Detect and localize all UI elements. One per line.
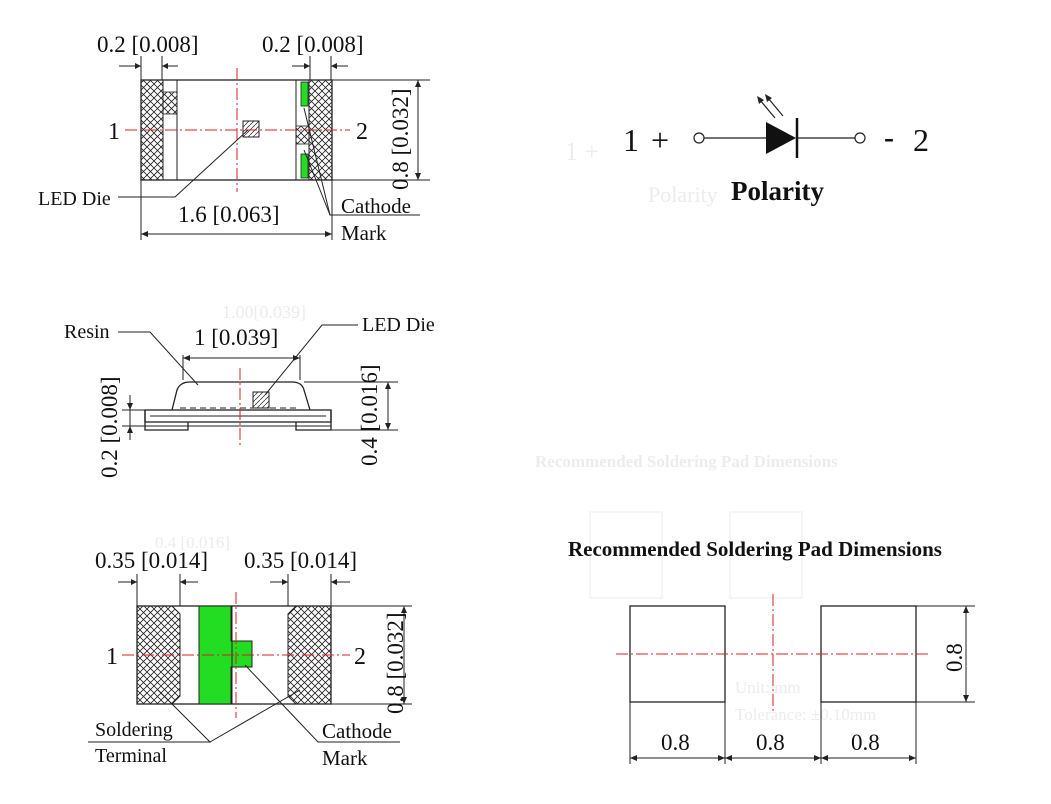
svg-text:Tolerance: ±0.10mm: Tolerance: ±0.10mm xyxy=(735,705,876,724)
top-dim-width: 1.6 [0.063] xyxy=(178,202,280,227)
bottom-pin2: 2 xyxy=(354,644,366,670)
bottom-view: 0.35 [0.014] 0.35 [0.014] 1 2 0.8 [0.032… xyxy=(88,548,412,770)
top-pin2: 2 xyxy=(356,119,368,145)
light-emission-icon xyxy=(757,94,784,119)
bottom-dim-left: 0.35 [0.014] xyxy=(95,548,208,573)
pad-dim-1: 0.8 xyxy=(661,730,690,755)
top-label-led-die: LED Die xyxy=(38,188,111,210)
polarity-pin2: 2 xyxy=(913,122,929,158)
polarity-pin1: 1 xyxy=(623,122,639,158)
pad-dim-2: 0.8 xyxy=(756,730,785,755)
top-label-cathode: Cathode xyxy=(341,194,411,218)
svg-text:Polarity: Polarity xyxy=(648,182,718,207)
bottom-label-mark: Mark xyxy=(322,746,368,770)
svg-text:1.00[0.039]: 1.00[0.039] xyxy=(222,302,306,322)
top-pin1: 1 xyxy=(108,119,120,145)
top-dim-height: 0.8 [0.032] xyxy=(388,88,413,190)
top-label-mark: Mark xyxy=(341,221,387,245)
pad-title: Recommended Soldering Pad Dimensions xyxy=(568,537,942,561)
side-label-led-die: LED Die xyxy=(362,314,435,336)
side-label-resin: Resin xyxy=(64,321,110,343)
bottom-label-terminal: Terminal xyxy=(95,745,167,767)
top-view: 0.2 [0.008] 0.2 [0.008] 1 2 xyxy=(38,32,430,245)
svg-text:0.4 [0.016]: 0.4 [0.016] xyxy=(155,533,230,552)
bottom-dim-right: 0.35 [0.014] xyxy=(244,548,357,573)
diode-triangle-icon xyxy=(766,122,796,154)
side-dim-right: 0.4 [0.016] xyxy=(357,364,382,466)
bottom-pin1: 1 xyxy=(106,644,118,670)
top-dim-right: 0.2 [0.008] xyxy=(262,32,364,57)
polarity-minus: - xyxy=(884,121,894,154)
svg-text:1 +: 1 + xyxy=(565,137,599,166)
svg-text:Unit: mm: Unit: mm xyxy=(735,678,801,697)
side-dim-left: 0.2 [0.008] xyxy=(97,376,122,478)
pad-dim-3: 0.8 xyxy=(851,730,880,755)
bottom-dim-height: 0.8 [0.032] xyxy=(383,612,408,714)
pad-dimensions: Recommended Soldering Pad Dimensions 0.8… xyxy=(568,537,975,764)
side-dim-top: 1 [0.039] xyxy=(194,325,278,350)
bottom-label-cathode: Cathode xyxy=(322,719,392,743)
pad-dim-height: 0.8 xyxy=(942,643,967,672)
polarity-title: Polarity xyxy=(731,176,824,206)
svg-text:Recommended Soldering Pad Dime: Recommended Soldering Pad Dimensions xyxy=(535,452,838,471)
side-view: Resin LED Die 1 [0.039] 0.2 [0.008] 0.4 xyxy=(64,314,435,478)
bottom-label-soldering: Soldering xyxy=(95,719,173,741)
top-dim-left: 0.2 [0.008] xyxy=(97,32,199,57)
polarity-plus: + xyxy=(651,122,669,158)
polarity-symbol: 1 + - 2 Polarity xyxy=(623,94,929,206)
ghost-layer: 1 + Polarity 1.00[0.039] Recommended Sol… xyxy=(155,137,876,724)
